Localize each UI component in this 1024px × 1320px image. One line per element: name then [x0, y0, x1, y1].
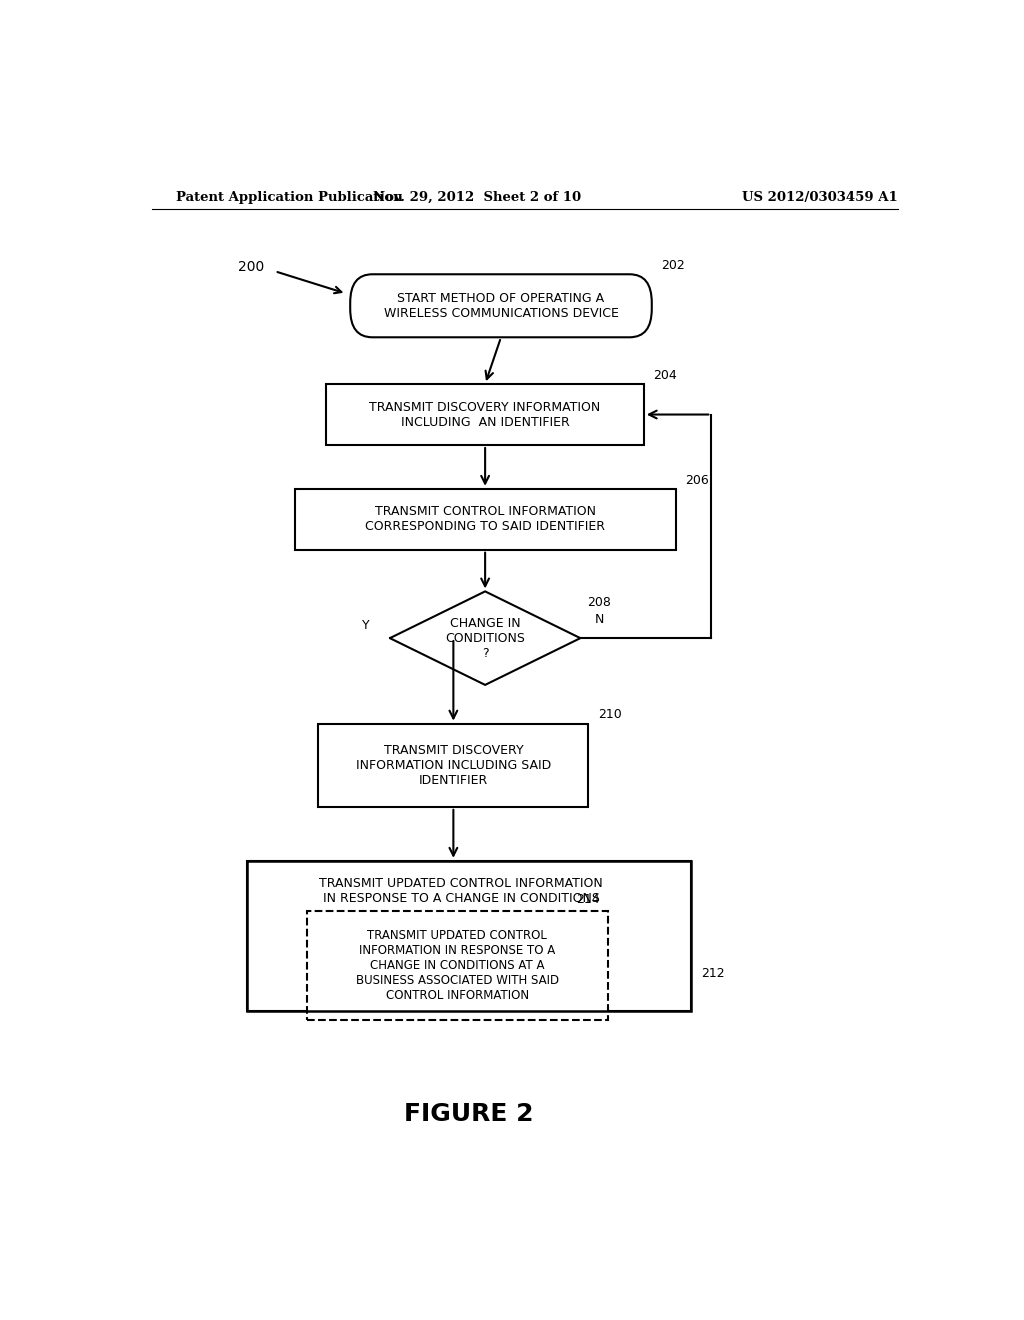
- Text: TRANSMIT DISCOVERY
INFORMATION INCLUDING SAID
IDENTIFIER: TRANSMIT DISCOVERY INFORMATION INCLUDING…: [355, 743, 551, 787]
- Text: TRANSMIT UPDATED CONTROL
INFORMATION IN RESPONSE TO A
CHANGE IN CONDITIONS AT A
: TRANSMIT UPDATED CONTROL INFORMATION IN …: [355, 929, 559, 1002]
- Text: 206: 206: [685, 474, 709, 487]
- Text: 208: 208: [587, 597, 610, 610]
- Text: 200: 200: [238, 260, 264, 275]
- Bar: [247, 861, 691, 1011]
- Text: Patent Application Publication: Patent Application Publication: [176, 190, 402, 203]
- Bar: [247, 861, 691, 1011]
- Text: Nov. 29, 2012  Sheet 2 of 10: Nov. 29, 2012 Sheet 2 of 10: [373, 190, 582, 203]
- Bar: [318, 723, 588, 807]
- Polygon shape: [390, 591, 581, 685]
- Text: 210: 210: [598, 709, 622, 722]
- Text: 214: 214: [577, 894, 600, 907]
- Bar: [327, 384, 644, 445]
- Bar: [306, 911, 608, 1020]
- Text: 202: 202: [662, 259, 685, 272]
- Text: 212: 212: [701, 968, 725, 979]
- Text: TRANSMIT CONTROL INFORMATION
CORRESPONDING TO SAID IDENTIFIER: TRANSMIT CONTROL INFORMATION CORRESPONDI…: [366, 506, 605, 533]
- Text: N: N: [595, 614, 604, 627]
- Text: US 2012/0303459 A1: US 2012/0303459 A1: [742, 190, 898, 203]
- Text: CHANGE IN
CONDITIONS
?: CHANGE IN CONDITIONS ?: [445, 616, 525, 660]
- Text: TRANSMIT DISCOVERY INFORMATION
INCLUDING  AN IDENTIFIER: TRANSMIT DISCOVERY INFORMATION INCLUDING…: [370, 400, 601, 429]
- Text: START METHOD OF OPERATING A
WIRELESS COMMUNICATIONS DEVICE: START METHOD OF OPERATING A WIRELESS COM…: [384, 292, 618, 319]
- Bar: [295, 488, 676, 549]
- Text: FIGURE 2: FIGURE 2: [404, 1102, 534, 1126]
- Text: Y: Y: [362, 619, 370, 632]
- Text: TRANSMIT UPDATED CONTROL INFORMATION
IN RESPONSE TO A CHANGE IN CONDITIONS: TRANSMIT UPDATED CONTROL INFORMATION IN …: [319, 878, 603, 906]
- Text: 204: 204: [653, 370, 677, 381]
- FancyBboxPatch shape: [350, 275, 651, 338]
